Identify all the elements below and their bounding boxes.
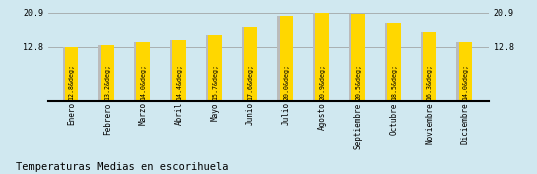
Text: 16.3&deg;: 16.3&deg; [426, 64, 433, 100]
Text: Temperaturas Medias en escorihuela: Temperaturas Medias en escorihuela [16, 162, 229, 172]
Text: 20.9&deg;: 20.9&deg; [319, 64, 325, 100]
Text: 14.4&deg;: 14.4&deg; [176, 64, 182, 100]
Bar [280, 16, 293, 101]
Text: 13.2&deg;: 13.2&deg; [104, 64, 111, 100]
Bar [170, 40, 181, 101]
Text: 14.0&deg;: 14.0&deg; [140, 64, 146, 100]
Text: 12.8&deg;: 12.8&deg; [69, 64, 75, 100]
Bar [278, 16, 288, 101]
Bar [63, 47, 74, 101]
Text: 14.0&deg;: 14.0&deg; [462, 64, 468, 100]
Bar [459, 42, 472, 101]
Bar [351, 14, 365, 101]
Bar [134, 42, 145, 101]
Text: 18.5&deg;: 18.5&deg; [391, 64, 397, 100]
Bar [420, 32, 431, 101]
Bar [423, 32, 437, 101]
Bar [65, 47, 78, 101]
Bar [208, 35, 222, 101]
Bar [244, 26, 257, 101]
Bar [456, 42, 467, 101]
Bar [206, 35, 216, 101]
Text: 15.7&deg;: 15.7&deg; [212, 64, 218, 100]
Bar [313, 13, 324, 101]
Bar [136, 42, 150, 101]
Text: 20.0&deg;: 20.0&deg; [284, 64, 289, 100]
Bar [385, 23, 396, 101]
Bar [315, 13, 329, 101]
Bar [172, 40, 186, 101]
Bar [349, 14, 360, 101]
Text: 20.5&deg;: 20.5&deg; [355, 64, 361, 100]
Bar [387, 23, 401, 101]
Text: 17.6&deg;: 17.6&deg; [248, 64, 253, 100]
Bar [242, 26, 252, 101]
Bar [98, 45, 109, 101]
Bar [100, 45, 114, 101]
